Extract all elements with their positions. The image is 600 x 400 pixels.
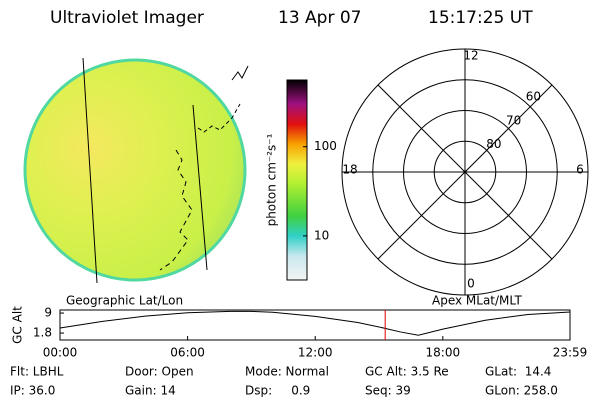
latitude-label: 80 [486, 137, 501, 151]
latitude-ring [403, 110, 527, 234]
info-item: GLat: 14.4 [485, 365, 551, 379]
info-item: Gain: 14 [125, 384, 176, 398]
info-item: GC Alt: 3.5 Re [365, 365, 449, 379]
latitude-label: 60 [526, 90, 541, 104]
uv-disk [23, 58, 247, 282]
instrument: Ultraviolet Imager [50, 8, 204, 28]
colorbar-frame [286, 79, 308, 281]
info-item: IP: 36.0 [10, 384, 55, 398]
info-item: Mode: Normal [245, 365, 329, 379]
coastline [159, 149, 193, 271]
info-item: Door: Open [125, 365, 194, 379]
info-item: Dsp: 0.9 [245, 384, 310, 398]
x-tick-label: 00:00 [43, 346, 78, 360]
mlt-label: 18 [342, 163, 357, 177]
mlt-label: 6 [576, 163, 584, 177]
info-item: Flt: LBHL [10, 365, 64, 379]
y-tick-label: 1.8 [33, 326, 52, 340]
coastline [197, 103, 241, 133]
latitude-ring [372, 79, 558, 265]
info-item: GLon: 258.0 [485, 384, 558, 398]
image-title: Geographic Lat/Lon [66, 294, 183, 308]
uv-image [23, 57, 249, 284]
y-tick-label: 9 [44, 306, 52, 320]
x-tick-label: 12:00 [298, 346, 333, 360]
date: 13 Apr 07 [278, 8, 361, 28]
colorbar-tick-label: 10 [314, 228, 329, 242]
polar-title: Apex MLat/MLT [432, 294, 522, 308]
time: 15:17:25 UT [428, 8, 533, 28]
x-tick-label: 23:59 [553, 346, 588, 360]
y-axis-label: GC Alt [11, 306, 25, 344]
latitude-ring [433, 140, 497, 204]
x-tick-label: 06:00 [170, 346, 205, 360]
latitude-label: 70 [506, 113, 521, 127]
colorbar-tick-label: 100 [314, 139, 337, 153]
meridian [192, 104, 208, 271]
info-item: Seq: 39 [365, 384, 411, 398]
mlt-label: 0 [467, 277, 475, 291]
colorbar-label: photon cm⁻²s⁻¹ [265, 133, 279, 226]
meridian [82, 57, 98, 284]
altitude-frame [59, 309, 571, 341]
mlt-label: 12 [463, 49, 478, 63]
x-tick-label: 18:00 [426, 346, 461, 360]
coastline [231, 65, 249, 81]
colorbar [287, 80, 307, 280]
altitude-line [59, 310, 571, 336]
